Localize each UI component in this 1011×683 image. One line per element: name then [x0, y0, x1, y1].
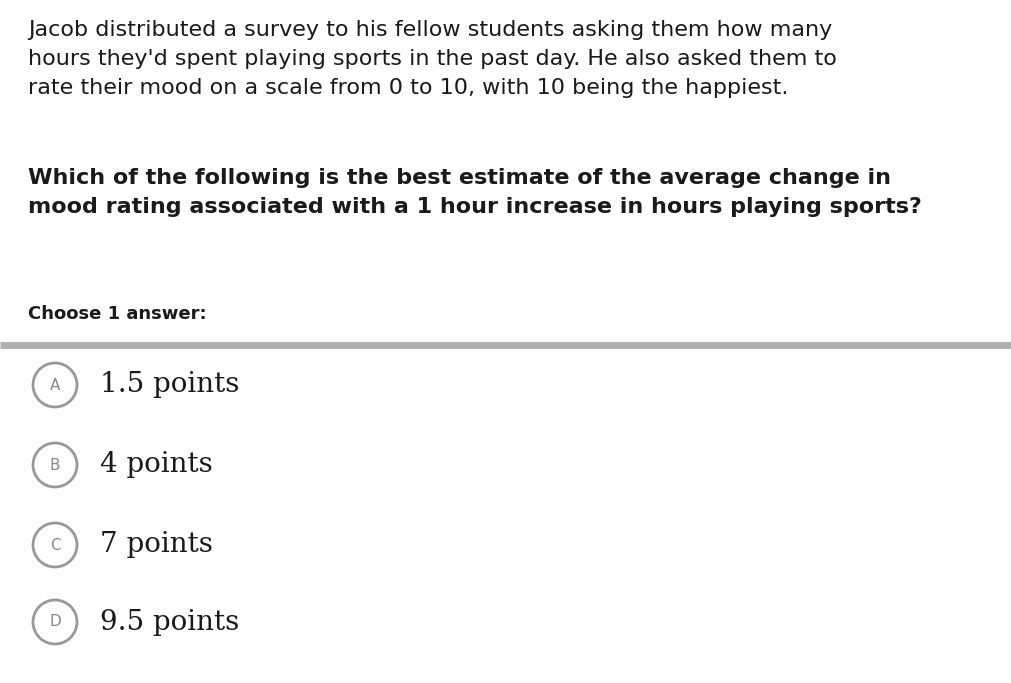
Circle shape	[33, 443, 77, 487]
Text: A: A	[50, 378, 60, 393]
Text: 9.5 points: 9.5 points	[100, 609, 239, 635]
Circle shape	[33, 600, 77, 644]
Text: Choose 1 answer:: Choose 1 answer:	[28, 305, 206, 323]
Text: 1.5 points: 1.5 points	[100, 372, 240, 398]
Text: B: B	[50, 458, 61, 473]
Text: 4 points: 4 points	[100, 451, 212, 479]
Circle shape	[33, 523, 77, 567]
Circle shape	[33, 363, 77, 407]
Text: D: D	[50, 615, 61, 630]
Text: C: C	[50, 538, 61, 553]
Text: Jacob distributed a survey to his fellow students asking them how many
hours the: Jacob distributed a survey to his fellow…	[28, 20, 836, 98]
Text: 7 points: 7 points	[100, 531, 212, 559]
Text: Which of the following is the best estimate of the average change in
mood rating: Which of the following is the best estim…	[28, 168, 921, 217]
